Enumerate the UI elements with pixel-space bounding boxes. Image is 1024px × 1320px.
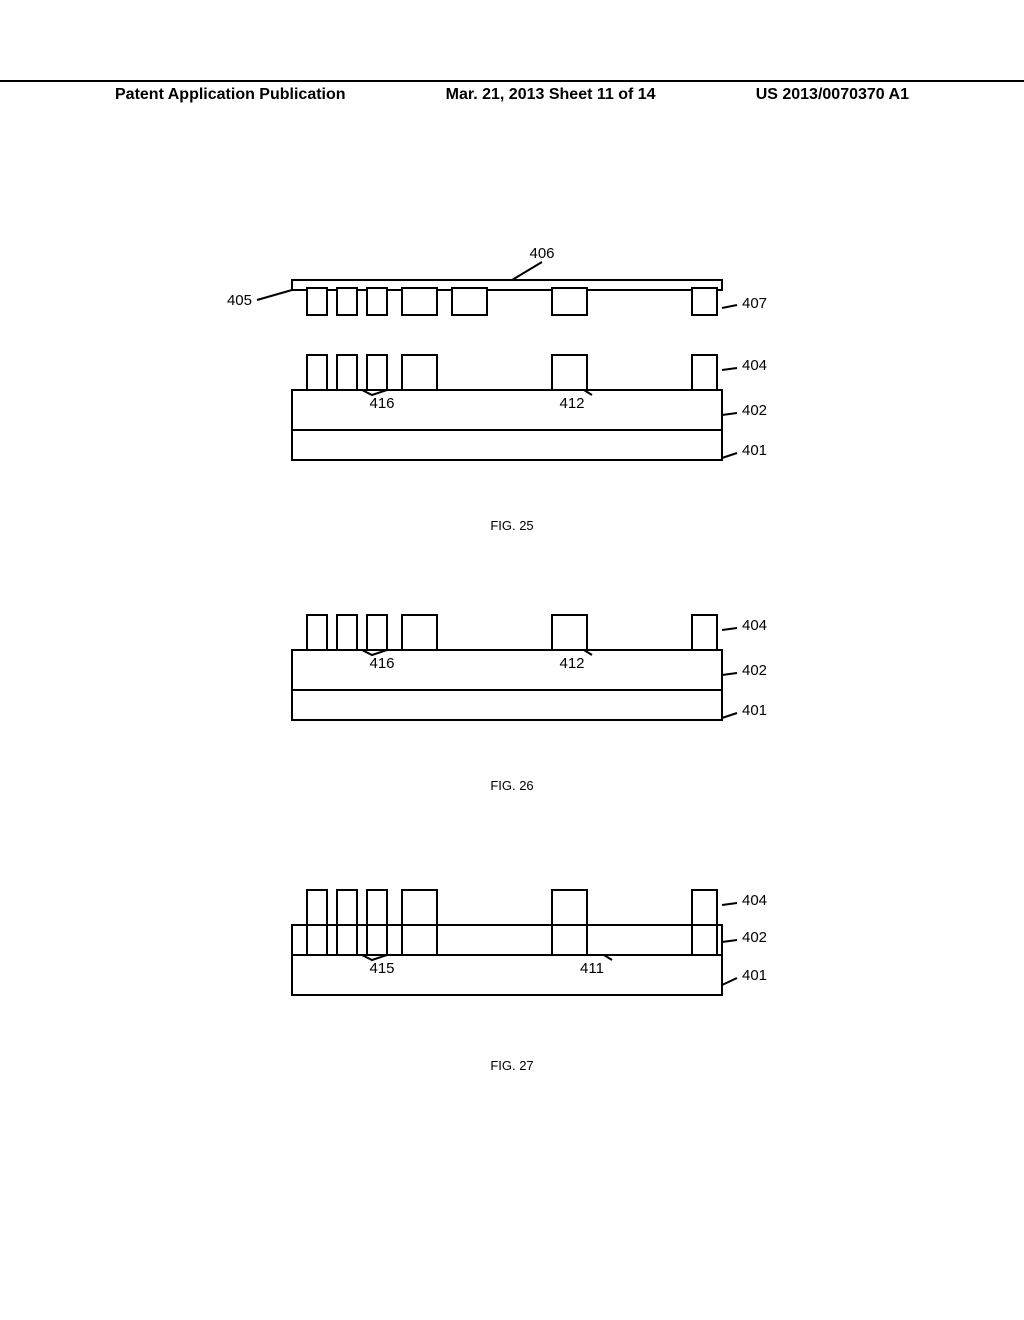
svg-text:402: 402 xyxy=(742,402,767,419)
svg-text:401: 401 xyxy=(742,702,767,719)
svg-text:401: 401 xyxy=(742,442,767,459)
svg-text:405: 405 xyxy=(227,292,252,309)
header-left: Patent Application Publication xyxy=(115,86,346,104)
svg-text:402: 402 xyxy=(742,929,767,946)
figure-27: 404 402 401 415 411 FIG. 27 xyxy=(212,870,812,1073)
figure-26: 404 402 401 416 412 FIG. 26 xyxy=(212,590,812,793)
svg-text:407: 407 xyxy=(742,295,767,312)
svg-text:402: 402 xyxy=(742,662,767,679)
svg-text:412: 412 xyxy=(559,395,584,412)
figure-25: 406 405 407 404 402 401 416 412 FIG. 25 xyxy=(212,240,812,533)
svg-text:415: 415 xyxy=(369,960,394,977)
svg-text:401: 401 xyxy=(742,967,767,984)
figure-26-caption: FIG. 26 xyxy=(212,778,812,793)
figure-25-caption: FIG. 25 xyxy=(212,518,812,533)
figure-27-caption: FIG. 27 xyxy=(212,1058,812,1073)
svg-text:412: 412 xyxy=(559,655,584,672)
svg-text:416: 416 xyxy=(369,655,394,672)
header-center: Mar. 21, 2013 Sheet 11 of 14 xyxy=(446,86,656,104)
svg-text:404: 404 xyxy=(742,357,767,374)
svg-text:404: 404 xyxy=(742,617,767,634)
page-header: Patent Application Publication Mar. 21, … xyxy=(0,80,1024,104)
svg-text:411: 411 xyxy=(580,960,604,977)
svg-text:406: 406 xyxy=(529,245,554,262)
svg-text:404: 404 xyxy=(742,892,767,909)
header-right: US 2013/0070370 A1 xyxy=(756,86,909,104)
svg-text:416: 416 xyxy=(369,395,394,412)
